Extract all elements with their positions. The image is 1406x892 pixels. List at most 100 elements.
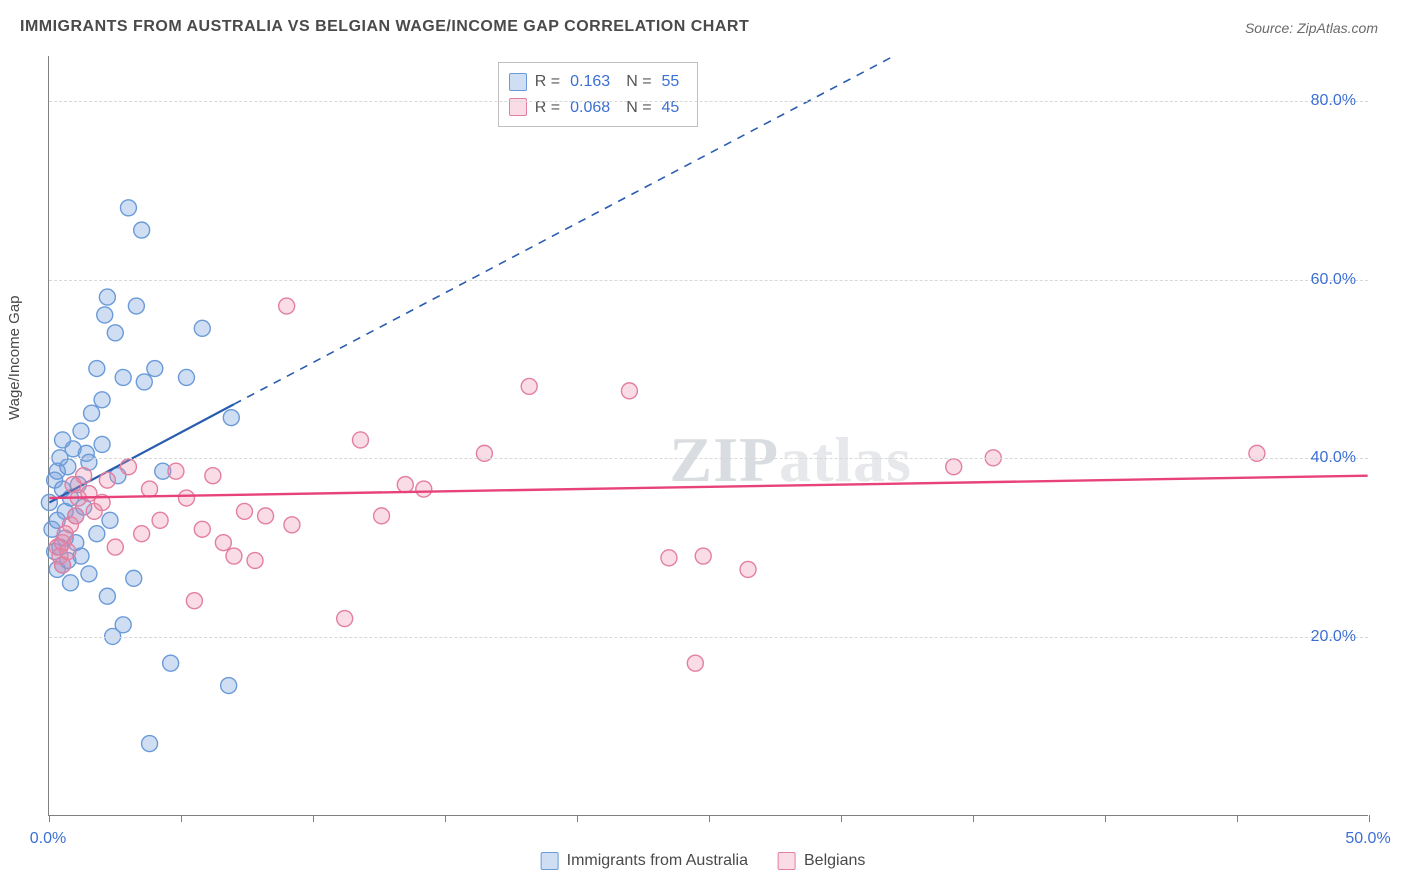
source-label: Source: ZipAtlas.com [1245, 20, 1378, 36]
data-point-aus [89, 361, 105, 377]
n-value-aus: 55 [662, 69, 680, 95]
data-point-aus [60, 459, 76, 475]
data-point-aus [178, 369, 194, 385]
data-point-aus [84, 405, 100, 421]
x-tick [181, 815, 182, 822]
data-point-aus [99, 289, 115, 305]
data-point-aus [102, 512, 118, 528]
data-point-bel [186, 593, 202, 609]
data-point-bel [68, 508, 84, 524]
data-point-bel [247, 553, 263, 569]
x-tick [1369, 815, 1370, 822]
data-point-bel [374, 508, 390, 524]
y-tick-label: 20.0% [1311, 628, 1356, 646]
gridline [49, 101, 1368, 102]
x-tick [973, 815, 974, 822]
legend-row-bel: R = 0.068 N = 45 [509, 95, 688, 121]
data-point-bel [152, 512, 168, 528]
legend-row-aus: R = 0.163 N = 55 [509, 69, 688, 95]
data-point-bel [337, 611, 353, 627]
x-tick [841, 815, 842, 822]
data-point-bel [946, 459, 962, 475]
data-point-bel [215, 535, 231, 551]
data-point-bel [284, 517, 300, 533]
data-point-bel [99, 472, 115, 488]
chart-svg-layer [49, 56, 1368, 815]
gridline [49, 458, 1368, 459]
y-tick-label: 60.0% [1311, 271, 1356, 289]
data-point-bel [258, 508, 274, 524]
data-point-bel [621, 383, 637, 399]
data-point-bel [279, 298, 295, 314]
data-point-aus [97, 307, 113, 323]
data-point-bel [740, 561, 756, 577]
n-label: N = [626, 69, 651, 95]
data-point-aus [120, 200, 136, 216]
correlation-legend: R = 0.163 N = 55 R = 0.068 N = 45 [498, 62, 699, 127]
series-legend: Immigrants from Australia Belgians [541, 852, 866, 870]
data-point-aus [107, 325, 123, 341]
data-point-aus [221, 678, 237, 694]
gridline [49, 637, 1368, 638]
data-point-bel [142, 481, 158, 497]
x-tick [709, 815, 710, 822]
data-point-aus [62, 575, 78, 591]
data-point-aus [163, 655, 179, 671]
data-point-aus [223, 410, 239, 426]
chart-title: IMMIGRANTS FROM AUSTRALIA VS BELGIAN WAG… [20, 18, 749, 36]
x-tick [313, 815, 314, 822]
n-label: N = [626, 95, 651, 121]
y-axis-label: Wage/Income Gap [6, 295, 23, 420]
data-point-aus [94, 392, 110, 408]
data-point-bel [107, 539, 123, 555]
r-value-aus: 0.163 [570, 69, 610, 95]
data-point-aus [147, 361, 163, 377]
data-point-bel [661, 550, 677, 566]
gridline [49, 280, 1368, 281]
data-point-bel [521, 378, 537, 394]
data-point-bel [120, 459, 136, 475]
data-point-aus [99, 588, 115, 604]
x-tick [1105, 815, 1106, 822]
legend-swatch-bel [778, 852, 796, 870]
legend-label-aus: Immigrants from Australia [567, 852, 748, 870]
data-point-bel [397, 477, 413, 493]
x-tick [577, 815, 578, 822]
r-label: R = [535, 69, 560, 95]
legend-swatch-aus [509, 73, 527, 91]
data-point-aus [115, 617, 131, 633]
legend-item-bel: Belgians [778, 852, 865, 870]
data-point-bel [687, 655, 703, 671]
y-tick-label: 40.0% [1311, 449, 1356, 467]
chart-plot-area: ZIPatlas R = 0.163 N = 55 R = 0.068 N = … [48, 56, 1368, 816]
data-point-aus [115, 369, 131, 385]
data-point-bel [236, 503, 252, 519]
data-point-bel [134, 526, 150, 542]
x-tick-label: 50.0% [1345, 830, 1390, 848]
data-point-aus [128, 298, 144, 314]
legend-swatch-aus [541, 852, 559, 870]
data-point-bel [416, 481, 432, 497]
legend-label-bel: Belgians [804, 852, 865, 870]
r-label: R = [535, 95, 560, 121]
r-value-bel: 0.068 [570, 95, 610, 121]
data-point-bel [168, 463, 184, 479]
data-point-aus [89, 526, 105, 542]
data-point-bel [60, 544, 76, 560]
data-point-aus [126, 570, 142, 586]
y-tick-label: 80.0% [1311, 92, 1356, 110]
x-tick [445, 815, 446, 822]
data-point-bel [352, 432, 368, 448]
data-point-bel [205, 468, 221, 484]
data-point-aus [142, 736, 158, 752]
n-value-bel: 45 [662, 95, 680, 121]
data-point-bel [226, 548, 242, 564]
data-point-aus [94, 436, 110, 452]
legend-item-aus: Immigrants from Australia [541, 852, 748, 870]
x-tick [49, 815, 50, 822]
data-point-bel [695, 548, 711, 564]
trend-line-bel [49, 476, 1367, 498]
data-point-aus [194, 320, 210, 336]
data-point-aus [136, 374, 152, 390]
data-point-aus [134, 222, 150, 238]
